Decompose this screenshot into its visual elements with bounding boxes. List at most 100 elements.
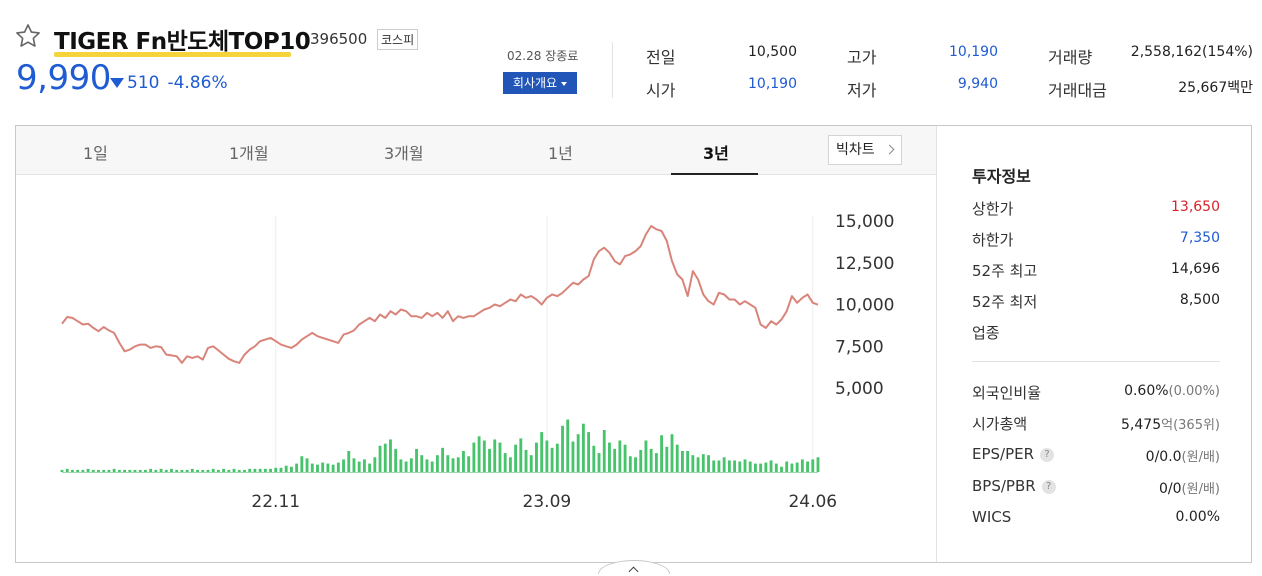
volume-bar — [754, 463, 757, 472]
lower-limit-row: 하한가 7,350 — [972, 229, 1220, 251]
volume-bar — [279, 467, 283, 472]
upper-limit-value: 13,650 — [1171, 199, 1220, 215]
tab-1day[interactable]: 1일 — [83, 144, 108, 163]
tab-3month[interactable]: 3개월 — [384, 144, 424, 163]
volume-bar — [373, 457, 377, 472]
volume-bar — [503, 453, 507, 472]
change-rate: -4.86% — [167, 73, 228, 93]
volume-bar — [446, 455, 450, 472]
low52-row: 52주 최저 8,500 — [972, 291, 1220, 313]
volume-bar — [342, 459, 345, 472]
volume-bar — [764, 462, 768, 472]
chart-side-divider — [936, 126, 937, 562]
lower-limit-value: 7,350 — [1179, 230, 1220, 246]
market-cap-number: 5,475 — [1121, 417, 1162, 433]
bps-pbr-label: BPS/PBR? — [972, 477, 1056, 495]
volume-bar — [477, 436, 481, 472]
bps-pbr-unit: (원/배) — [1181, 482, 1220, 497]
volume-bar — [211, 468, 215, 472]
volume-bar — [159, 468, 163, 472]
volume-bar — [670, 434, 674, 472]
eps-per-unit: (원/배) — [1181, 450, 1220, 465]
bps-pbr-number: 0/0 — [1159, 481, 1182, 497]
volume-bar — [154, 469, 158, 472]
volume-bar — [467, 456, 471, 472]
volume-bar — [660, 435, 664, 472]
volume-bar — [576, 434, 580, 472]
prev-value: 10,500 — [748, 44, 797, 60]
volume-bar — [727, 460, 731, 472]
y-tick-label: 10,000 — [835, 296, 894, 316]
volume-bar — [712, 460, 716, 472]
volume-bar — [545, 440, 549, 472]
x-tick-label: 24.06 — [788, 492, 837, 512]
volume-bar — [389, 439, 392, 472]
volume-bar — [524, 449, 528, 472]
volume-bar — [472, 442, 476, 472]
volume-bar — [759, 463, 763, 472]
volume-bar — [774, 463, 778, 472]
volume-bar — [86, 468, 90, 472]
tab-1year[interactable]: 1년 — [548, 144, 573, 163]
high52-row: 52주 최고 14,696 — [972, 260, 1220, 282]
volume-bar — [811, 459, 815, 472]
volume-bar — [216, 469, 220, 472]
volume-bar — [404, 461, 408, 472]
volume-bar — [581, 423, 585, 472]
volume-bar — [420, 455, 424, 472]
volume-bar — [227, 469, 231, 472]
price-chart[interactable]: 22.11 23.09 24.06 15,000 12,500 10,000 7,500 5,… — [16, 176, 936, 562]
volume-bar — [493, 439, 497, 472]
volume-bar — [76, 469, 80, 472]
change-amount: 510 — [127, 73, 160, 93]
eps-per-number: 0/0.0 — [1145, 449, 1182, 465]
volume-bar — [639, 449, 643, 472]
volume-bar — [409, 458, 413, 472]
stock-code: 396500 — [310, 30, 368, 48]
bps-pbr-value: 0/0(원/배) — [1159, 478, 1220, 497]
header-divider — [612, 42, 613, 98]
volume-bar — [519, 438, 523, 472]
tab-3year[interactable]: 3년 — [703, 144, 729, 163]
volume-bar — [300, 456, 304, 472]
volume-bar — [514, 444, 518, 472]
market-cap-value: 5,475억(365위) — [1121, 414, 1220, 433]
market-cap-rank: (365위) — [1173, 418, 1220, 433]
help-icon[interactable]: ? — [1040, 447, 1055, 462]
volume-bar — [326, 463, 330, 472]
volume-bar — [592, 445, 596, 472]
volume-bar — [383, 443, 387, 472]
company-overview-label: 회사개요 — [512, 76, 558, 90]
help-icon[interactable]: ? — [1041, 479, 1056, 494]
volume-bar — [117, 469, 121, 472]
big-chart-button[interactable]: 빅차트 — [828, 135, 902, 165]
open-value: 10,190 — [748, 76, 797, 92]
volume-label: 거래량 — [1048, 48, 1093, 67]
volume-bar — [138, 469, 142, 472]
y-tick-label: 15,000 — [835, 212, 894, 232]
high52-label: 52주 최고 — [972, 262, 1038, 280]
period-tabs: 1일 1개월 3개월 1년 3년 빅차트 — [16, 126, 936, 175]
volume-bar — [618, 440, 622, 472]
volume-bar — [269, 468, 272, 472]
caret-down-icon — [561, 81, 568, 86]
volume-bar — [488, 448, 491, 472]
volume-bar — [206, 469, 210, 472]
upper-limit-row: 상한가 13,650 — [972, 198, 1220, 220]
volume-bar — [243, 469, 246, 472]
volume-bar — [441, 447, 445, 472]
volume-bar — [790, 463, 794, 472]
tab-1month[interactable]: 1개월 — [229, 144, 269, 163]
company-overview-button[interactable]: 회사개요 — [503, 72, 577, 94]
volume-bar — [305, 458, 309, 472]
favorite-star-icon[interactable] — [14, 22, 42, 50]
market-cap-label: 시가총액 — [972, 415, 1028, 433]
volume-bar — [185, 469, 189, 472]
big-chart-label: 빅차트 — [836, 142, 875, 158]
bps-pbr-label-text: BPS/PBR — [972, 477, 1036, 495]
volume-bar — [733, 460, 737, 472]
volume-bar — [347, 451, 351, 472]
eps-per-value: 0/0.0(원/배) — [1146, 446, 1220, 465]
foreign-ratio-number: 0.60% — [1124, 383, 1169, 399]
volume-bar — [357, 461, 361, 472]
